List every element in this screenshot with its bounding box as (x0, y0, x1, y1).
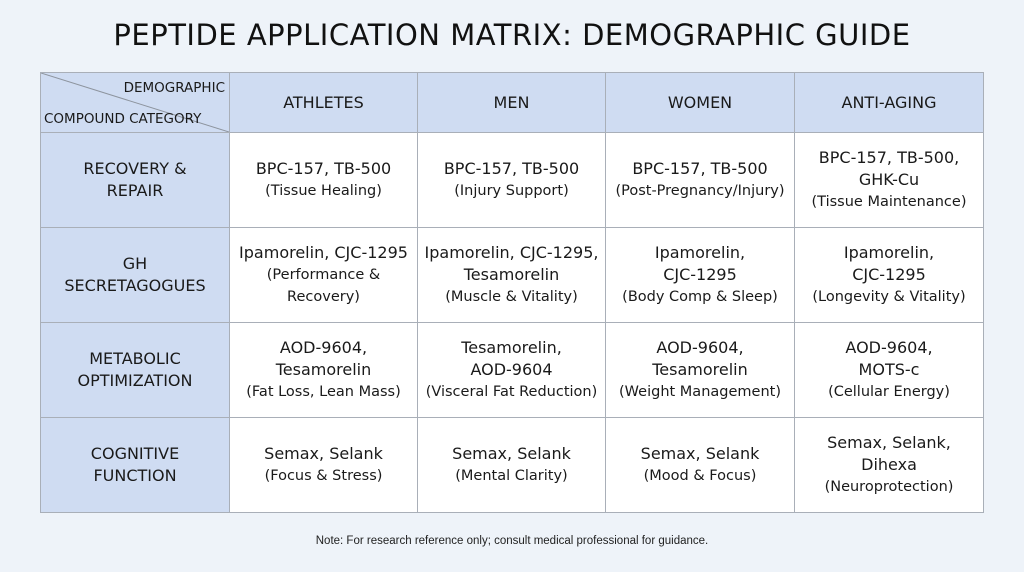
application-note: (Tissue Maintenance) (811, 194, 967, 210)
compound-names: Ipamorelin, (843, 243, 935, 262)
application-note: (Body Comp & Sleep) (622, 289, 778, 305)
compound-names: Tesamorelin (275, 360, 372, 379)
table-cell: BPC-157, TB-500 (Tissue Healing) (229, 132, 418, 228)
column-header-athletes: ATHLETES (229, 72, 418, 133)
table-cell: Ipamorelin, CJC-1295, Tesamorelin (Muscle … (417, 227, 606, 323)
compound-names: AOD-9604, (845, 338, 933, 357)
compound-names: Tesamorelin (652, 360, 748, 379)
footnote: Note: For research reference only; consu… (315, 535, 709, 547)
table-cell: Ipamorelin, CJC-1295 (Performance & Recove… (229, 227, 418, 323)
column-header-anti-aging: ANTI-AGING (794, 72, 984, 133)
application-note: (Fat Loss, Lean Mass) (246, 384, 401, 400)
compound-names: CJC-1295 (852, 265, 926, 284)
table-row: GH SECRETAGOGUES Ipamorelin, CJC-1295 (Perf… (40, 227, 984, 323)
application-note: (Injury Support) (454, 183, 569, 199)
application-note: (Longevity & Vitality) (812, 289, 966, 305)
application-note: Recovery) (287, 289, 360, 305)
compound-names: Tesamorelin (463, 265, 560, 284)
application-note: (Tissue Healing) (265, 183, 382, 199)
table-row: COGNITIVE FUNCTION Semax, Selank (Focus & S… (40, 417, 984, 513)
header-row: DEMOGRAPHIC COMPOUND CATEGORY ATHLETES M… (40, 72, 984, 133)
application-note: (Focus & Stress) (264, 468, 383, 484)
table-row: RECOVERY & REPAIR BPC-157, TB-500 (Tissue H… (40, 132, 984, 228)
row-label-line: FUNCTION (93, 466, 177, 485)
compound-names: Semax, Selank (264, 444, 383, 463)
table-cell: Ipamorelin, CJC-1295 (Longevity & Vitality… (794, 227, 984, 323)
row-label: RECOVERY & REPAIR (40, 132, 230, 228)
compound-names: Semax, Selank (640, 444, 760, 463)
table-cell: Semax, Selank, Dihexa (Neuroprotection) (794, 417, 984, 513)
table-cell: Tesamorelin, AOD-9604 (Visceral Fat Reduct… (417, 322, 606, 418)
peptide-matrix-table: DEMOGRAPHIC COMPOUND CATEGORY ATHLETES M… (40, 72, 984, 513)
table-cell: BPC-157, TB-500 (Injury Support) (417, 132, 606, 228)
application-note: (Visceral Fat Reduction) (425, 384, 598, 400)
compound-names: AOD-9604, (279, 338, 368, 357)
page-title: PEPTIDE APPLICATION MATRIX: DEMOGRAPHIC … (113, 18, 911, 52)
row-label-line: GH (122, 254, 148, 273)
compound-names: Ipamorelin, (654, 243, 746, 262)
compound-names: BPC-157, TB-500 (443, 159, 580, 178)
compound-names: Semax, Selank, (827, 433, 951, 452)
application-note: (Cellular Energy) (828, 384, 950, 400)
table-cell: Semax, Selank (Mood & Focus) (605, 417, 795, 513)
compound-names: AOD-9604, (656, 338, 744, 357)
table-cell: Semax, Selank (Mental Clarity) (417, 417, 606, 513)
application-note: (Post-Pregnancy/Injury) (615, 183, 785, 199)
table-row: METABOLIC OPTIMIZATION AOD-9604, Tesamoreli… (40, 322, 984, 418)
compound-names: BPC-157, TB-500 (255, 159, 392, 178)
compound-names: BPC-157, TB-500 (632, 159, 768, 178)
application-note: (Mental Clarity) (455, 468, 568, 484)
row-label: COGNITIVE FUNCTION (40, 417, 230, 513)
compound-names: AOD-9604 (470, 360, 553, 379)
compound-names: BPC-157, TB-500, (818, 148, 960, 167)
table-cell: Semax, Selank (Focus & Stress) (229, 417, 418, 513)
row-label-line: RECOVERY & (83, 159, 187, 178)
application-note: (Performance & (266, 267, 381, 283)
diagonal-divider (41, 73, 229, 132)
table-cell: Ipamorelin, CJC-1295 (Body Comp & Sleep) (605, 227, 795, 323)
row-label: GH SECRETAGOGUES (40, 227, 230, 323)
row-label-line: REPAIR (106, 181, 164, 200)
compound-names: Ipamorelin, CJC-1295, (424, 243, 599, 262)
corner-demographic-label: DEMOGRAPHIC (123, 80, 225, 96)
application-note: (Mood & Focus) (643, 468, 757, 484)
compound-names: GHK-Cu (858, 170, 920, 189)
application-note: (Weight Management) (619, 384, 781, 400)
column-header-men: MEN (417, 72, 606, 133)
row-label-line: OPTIMIZATION (77, 371, 193, 390)
application-note: (Neuroprotection) (824, 479, 954, 495)
compound-names: CJC-1295 (663, 265, 737, 284)
row-label-line: METABOLIC (89, 349, 181, 368)
compound-names: Semax, Selank (452, 444, 571, 463)
table-cell: AOD-9604, Tesamorelin (Fat Loss, Lean Mass… (229, 322, 418, 418)
compound-names: Ipamorelin, CJC-1295 (239, 243, 408, 262)
row-label-line: SECRETAGOGUES (64, 276, 206, 295)
table-cell: BPC-157, TB-500 (Post-Pregnancy/Injury) (605, 132, 795, 228)
compound-names: Dihexa (861, 455, 917, 474)
table-cell: AOD-9604, MOTS-c (Cellular Energy) (794, 322, 984, 418)
compound-names: MOTS-c (858, 360, 920, 379)
table-cell: BPC-157, TB-500, GHK-Cu (Tissue Maintenanc… (794, 132, 984, 228)
row-label: METABOLIC OPTIMIZATION (40, 322, 230, 418)
table-cell: AOD-9604, Tesamorelin (Weight Management) (605, 322, 795, 418)
column-header-women: WOMEN (605, 72, 795, 133)
corner-compound-category-label: COMPOUND CATEGORY (44, 111, 202, 127)
corner-header-cell: DEMOGRAPHIC COMPOUND CATEGORY (40, 72, 230, 133)
compound-names: Tesamorelin, (461, 338, 562, 357)
row-label-line: COGNITIVE (90, 444, 180, 463)
application-note: (Muscle & Vitality) (445, 289, 578, 305)
